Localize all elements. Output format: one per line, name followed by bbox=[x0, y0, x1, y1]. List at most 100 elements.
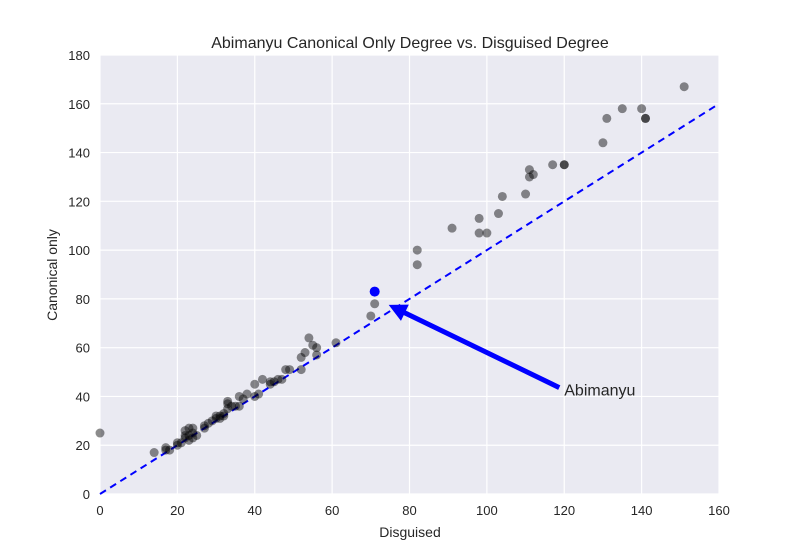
data-point bbox=[161, 443, 171, 453]
data-point bbox=[199, 421, 209, 431]
data-point bbox=[265, 377, 275, 387]
data-point bbox=[250, 379, 260, 389]
data-point bbox=[474, 228, 484, 238]
data-point bbox=[184, 435, 194, 445]
highlight-point bbox=[369, 286, 380, 297]
x-axis-label: Disguised bbox=[379, 524, 440, 540]
data-point bbox=[447, 223, 457, 233]
data-point bbox=[172, 440, 182, 450]
y-tick-label: 120 bbox=[68, 194, 90, 209]
data-point bbox=[180, 426, 190, 436]
data-point bbox=[521, 189, 531, 199]
data-point bbox=[257, 374, 267, 384]
data-point bbox=[188, 423, 198, 433]
data-point bbox=[230, 401, 240, 411]
data-point bbox=[312, 343, 322, 353]
data-point bbox=[640, 113, 650, 123]
x-tick-label: 40 bbox=[248, 503, 262, 518]
x-tick-label: 60 bbox=[325, 503, 339, 518]
annotation-label: Abimanyu bbox=[564, 383, 635, 400]
data-point bbox=[474, 213, 484, 223]
data-point bbox=[296, 352, 306, 362]
data-point bbox=[223, 399, 233, 409]
points-layer bbox=[95, 82, 689, 458]
data-point bbox=[528, 170, 538, 180]
x-tick-label: 100 bbox=[476, 503, 498, 518]
data-point bbox=[524, 165, 534, 175]
data-point bbox=[192, 430, 202, 440]
data-point bbox=[207, 416, 217, 426]
data-point bbox=[277, 374, 287, 384]
data-point bbox=[482, 228, 492, 238]
data-point bbox=[285, 365, 295, 375]
data-point bbox=[165, 445, 175, 455]
data-point bbox=[223, 404, 233, 414]
x-tick-label: 120 bbox=[553, 503, 575, 518]
data-point bbox=[219, 409, 229, 419]
data-point bbox=[273, 374, 283, 384]
x-tick-label: 80 bbox=[402, 503, 416, 518]
data-point bbox=[308, 340, 318, 350]
data-point bbox=[304, 333, 314, 343]
x-tick-label: 20 bbox=[170, 503, 184, 518]
data-point bbox=[300, 348, 310, 358]
data-point bbox=[211, 411, 221, 421]
y-tick-labels: 0 20 40 60 80 100 120 140 160 180 bbox=[68, 48, 90, 502]
data-point bbox=[559, 160, 569, 170]
x-tick-label: 140 bbox=[631, 503, 653, 518]
y-tick-label: 80 bbox=[76, 292, 90, 307]
x-tick-label: 160 bbox=[708, 503, 730, 518]
data-point bbox=[188, 433, 198, 443]
data-point bbox=[234, 391, 244, 401]
data-point bbox=[524, 172, 534, 182]
data-point bbox=[219, 411, 229, 421]
data-point bbox=[149, 448, 159, 458]
y-tick-label: 100 bbox=[68, 243, 90, 258]
reference-line bbox=[99, 102, 720, 495]
data-point bbox=[180, 430, 190, 440]
y-axis-label: Canonical only bbox=[44, 229, 60, 321]
data-point bbox=[188, 428, 198, 438]
data-point bbox=[250, 391, 260, 401]
data-point bbox=[238, 394, 248, 404]
data-point bbox=[331, 338, 341, 348]
data-point bbox=[602, 113, 612, 123]
data-point bbox=[412, 260, 422, 270]
y-tick-label: 40 bbox=[76, 389, 90, 404]
data-point bbox=[176, 438, 186, 448]
data-point bbox=[184, 423, 194, 433]
data-point bbox=[223, 396, 233, 406]
data-point bbox=[254, 389, 264, 399]
data-point bbox=[598, 138, 608, 148]
data-point bbox=[227, 401, 237, 411]
data-point bbox=[366, 311, 376, 321]
data-point bbox=[161, 445, 171, 455]
data-point bbox=[412, 245, 422, 255]
data-point bbox=[617, 104, 627, 114]
data-point bbox=[234, 401, 244, 411]
data-point bbox=[215, 411, 225, 421]
data-point bbox=[215, 413, 225, 423]
data-point bbox=[265, 379, 275, 389]
data-point bbox=[559, 160, 569, 170]
data-point bbox=[180, 433, 190, 443]
y-tick-label: 60 bbox=[76, 341, 90, 356]
data-point bbox=[679, 82, 689, 92]
y-tick-label: 20 bbox=[76, 438, 90, 453]
annotation-layer: Abimanyu bbox=[388, 304, 635, 400]
data-point bbox=[211, 413, 221, 423]
data-point bbox=[296, 365, 306, 375]
data-point bbox=[370, 299, 380, 309]
annotation-arrow-shaft bbox=[397, 307, 561, 390]
data-point bbox=[640, 113, 650, 123]
grid bbox=[99, 54, 720, 495]
chart-title: Abimanyu Canonical Only Degree vs. Disgu… bbox=[211, 35, 609, 52]
data-point bbox=[312, 350, 322, 360]
x-tick-labels: 0 20 40 60 80 100 120 140 160 bbox=[96, 503, 729, 518]
data-point bbox=[269, 377, 279, 387]
y-tick-label: 180 bbox=[68, 48, 90, 63]
y-tick-label: 160 bbox=[68, 97, 90, 112]
data-point bbox=[203, 418, 213, 428]
